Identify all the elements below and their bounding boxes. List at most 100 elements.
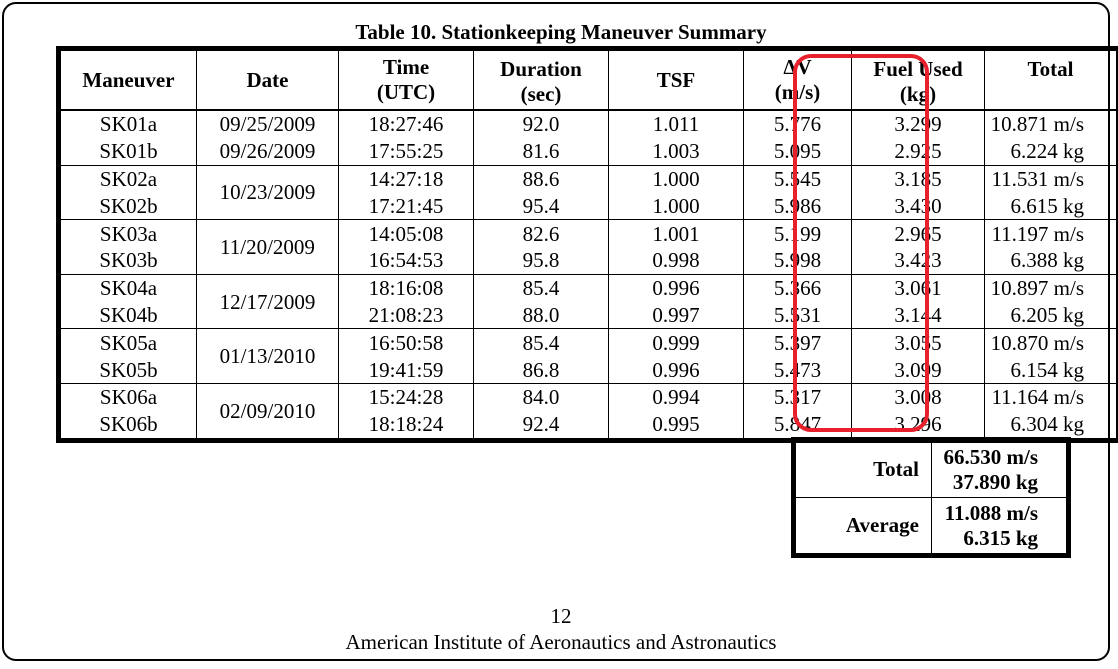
cell-fuel: 3.299 — [851, 110, 985, 138]
cell-time: 17:21:45 — [338, 192, 474, 221]
cell-fuel: 3.055 — [851, 328, 985, 357]
cell-tsf: 0.996 — [608, 356, 744, 384]
cell-time: 19:41:59 — [338, 356, 474, 384]
summary-total-value: 66.530 m/s 37.890 kg — [931, 439, 1069, 498]
header-maneuver: Maneuver — [58, 48, 197, 111]
cell-tsf: 0.997 — [608, 301, 744, 330]
cell-time: 18:27:46 — [338, 110, 474, 138]
cell-total: 6.154 kg — [984, 356, 1118, 384]
table-row: SK02b 17:21:45 95.4 1.000 5.986 3.430 6.… — [58, 192, 1118, 221]
table-row: SK03b 16:54:53 95.8 0.998 5.998 3.423 6.… — [58, 246, 1118, 275]
cell-dv: 5.317 — [743, 383, 852, 411]
header-duration: Duration (sec) — [473, 48, 609, 111]
cell-total: 10.871 m/s — [984, 110, 1118, 138]
table-row: SK06a 02/09/2010 15:24:28 84.0 0.994 5.3… — [58, 383, 1118, 441]
summary-average-row: Average 11.088 m/s 6.315 kg — [793, 497, 1069, 556]
cell-dv: 5.397 — [743, 328, 852, 357]
cell-total: 6.304 kg — [984, 410, 1118, 441]
cell-time: 17:55:25 — [338, 137, 474, 166]
table-row: SK01a 09/25/2009 18:27:46 92.0 1.011 5.7… — [58, 110, 1118, 138]
cell-fuel: 3.144 — [851, 301, 985, 330]
cell-tsf: 0.998 — [608, 246, 744, 275]
cell-maneuver: SK04b — [58, 301, 197, 330]
cell-time: 16:54:53 — [338, 246, 474, 275]
cell-dv: 5.095 — [743, 137, 852, 166]
cell-date: 12/17/2009 — [196, 274, 339, 330]
cell-time: 18:18:24 — [338, 410, 474, 441]
footer-organization: American Institute of Aeronautics and As… — [345, 630, 777, 654]
cell-tsf: 1.000 — [608, 192, 744, 221]
header-total: Total — [984, 48, 1118, 111]
cell-time: 15:24:28 — [338, 383, 474, 411]
cell-date: 10/23/2009 — [196, 165, 339, 221]
table-row: SK02a 10/23/2009 14:27:18 88.6 1.000 5.5… — [58, 165, 1118, 221]
cell-tsf: 0.994 — [608, 383, 744, 411]
table-row: SK01b 09/26/2009 17:55:25 81.6 1.003 5.0… — [58, 137, 1118, 166]
header-date: Date — [196, 48, 339, 111]
cell-maneuver: SK05a — [58, 328, 197, 357]
cell-duration: 92.4 — [473, 410, 609, 441]
cell-maneuver: SK06a — [58, 383, 197, 411]
header-row: Maneuver Date Time (UTC) Duration (sec) TS… — [58, 48, 1118, 111]
cell-duration: 95.4 — [473, 192, 609, 221]
cell-tsf: 1.000 — [608, 165, 744, 193]
summary-average-label: Average — [793, 497, 932, 556]
cell-tsf: 1.011 — [608, 110, 744, 138]
table-row: SK05b 19:41:59 86.8 0.996 5.473 3.099 6.… — [58, 356, 1118, 384]
cell-duration: 86.8 — [473, 356, 609, 384]
cell-duration: 85.4 — [473, 328, 609, 357]
cell-maneuver: SK02b — [58, 192, 197, 221]
cell-total: 11.531 m/s — [984, 165, 1118, 193]
summary-total-row: Total 66.530 m/s 37.890 kg — [793, 439, 1069, 498]
cell-total: 6.615 kg — [984, 192, 1118, 221]
cell-total: 6.224 kg — [984, 137, 1118, 166]
cell-duration: 81.6 — [473, 137, 609, 166]
cell-maneuver: SK01a — [58, 110, 197, 138]
cell-dv: 5.998 — [743, 246, 852, 275]
summary-total-label: Total — [793, 439, 932, 498]
table-row: SK04a 12/17/2009 18:16:08 85.4 0.996 5.3… — [58, 274, 1118, 330]
cell-maneuver: SK06b — [58, 410, 197, 441]
cell-maneuver: SK04a — [58, 274, 197, 302]
cell-dv: 5.199 — [743, 219, 852, 247]
cell-duration: 84.0 — [473, 383, 609, 411]
cell-dv: 5.545 — [743, 165, 852, 193]
cell-total: 11.164 m/s — [984, 383, 1118, 411]
cell-tsf: 0.999 — [608, 328, 744, 357]
cell-maneuver: SK03b — [58, 246, 197, 275]
cell-dv: 5.776 — [743, 110, 852, 138]
cell-fuel: 2.925 — [851, 137, 985, 166]
cell-fuel: 3.061 — [851, 274, 985, 302]
summary-table: Total 66.530 m/s 37.890 kg Average 11.088… — [791, 437, 1071, 558]
cell-duration: 88.6 — [473, 165, 609, 193]
cell-total: 6.388 kg — [984, 246, 1118, 275]
cell-fuel: 3.099 — [851, 356, 985, 384]
cell-time: 16:50:58 — [338, 328, 474, 357]
cell-fuel: 3.430 — [851, 192, 985, 221]
header-time: Time (UTC) — [338, 48, 474, 111]
cell-duration: 95.8 — [473, 246, 609, 275]
cell-fuel: 3.423 — [851, 246, 985, 275]
cell-dv: 5.986 — [743, 192, 852, 221]
cell-maneuver: SK01b — [58, 137, 197, 166]
cell-time: 21:08:23 — [338, 301, 474, 330]
cell-maneuver: SK05b — [58, 356, 197, 384]
cell-date: 11/20/2009 — [196, 219, 339, 275]
cell-duration: 92.0 — [473, 110, 609, 138]
cell-duration: 82.6 — [473, 219, 609, 247]
cell-fuel: 3.185 — [851, 165, 985, 193]
table-row: SK06b 18:18:24 92.4 0.995 5.847 3.296 6.… — [58, 410, 1118, 441]
cell-time: 14:27:18 — [338, 165, 474, 193]
cell-date: 09/25/2009 — [196, 110, 339, 138]
table-row: SK05a 01/13/2010 16:50:58 85.4 0.999 5.3… — [58, 328, 1118, 384]
table-row: SK04b 21:08:23 88.0 0.997 5.531 3.144 6.… — [58, 301, 1118, 330]
cell-date: 02/09/2010 — [196, 383, 339, 441]
cell-date: 09/26/2009 — [196, 137, 339, 166]
maneuver-table: Maneuver Date Time (UTC) Duration (sec) TS… — [56, 46, 1118, 443]
table-row: SK03a 11/20/2009 14:05:08 82.6 1.001 5.1… — [58, 219, 1118, 275]
cell-date: 01/13/2010 — [196, 328, 339, 384]
cell-time: 18:16:08 — [338, 274, 474, 302]
cell-tsf: 1.001 — [608, 219, 744, 247]
cell-duration: 88.0 — [473, 301, 609, 330]
cell-duration: 85.4 — [473, 274, 609, 302]
